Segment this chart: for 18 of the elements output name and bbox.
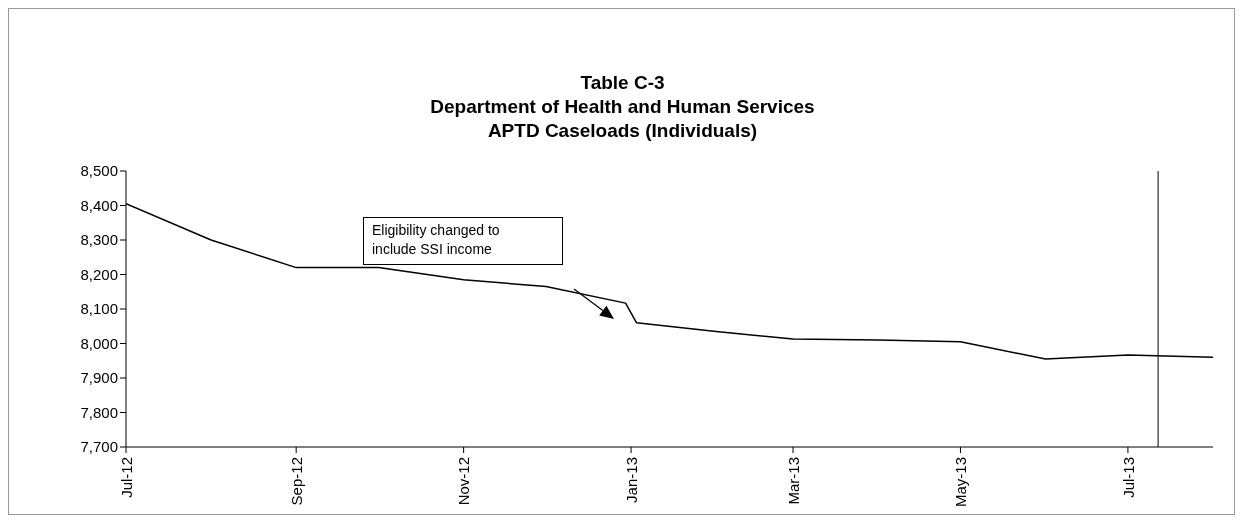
y-tick-label: 8,300 xyxy=(80,231,118,249)
x-tick-label: Mar-13 xyxy=(784,457,802,505)
y-tick-label: 7,800 xyxy=(80,403,118,421)
y-tick-label: 8,500 xyxy=(80,162,118,180)
x-tick-label: Nov-12 xyxy=(455,457,473,506)
y-tick-label: 8,000 xyxy=(80,334,118,352)
y-tick-label: 8,100 xyxy=(80,300,118,318)
y-tick-label: 8,400 xyxy=(80,196,118,214)
annotation: Eligibility changed to include SSI income xyxy=(372,221,500,259)
x-tick-label: May-13 xyxy=(952,457,970,508)
y-tick-label: 7,700 xyxy=(80,438,118,456)
y-tick-label: 7,900 xyxy=(80,369,118,387)
x-tick-label: Jan-13 xyxy=(622,457,640,503)
x-tick-label: Jul-13 xyxy=(1119,457,1137,498)
x-tick-label: Jul-12 xyxy=(117,457,135,498)
y-tick-label: 8,200 xyxy=(80,265,118,283)
chart-title: Table C-3 Department of Health and Human Services APTD Caseloads (Individuals) xyxy=(429,71,816,143)
x-tick-label: Sep-12 xyxy=(287,457,305,506)
